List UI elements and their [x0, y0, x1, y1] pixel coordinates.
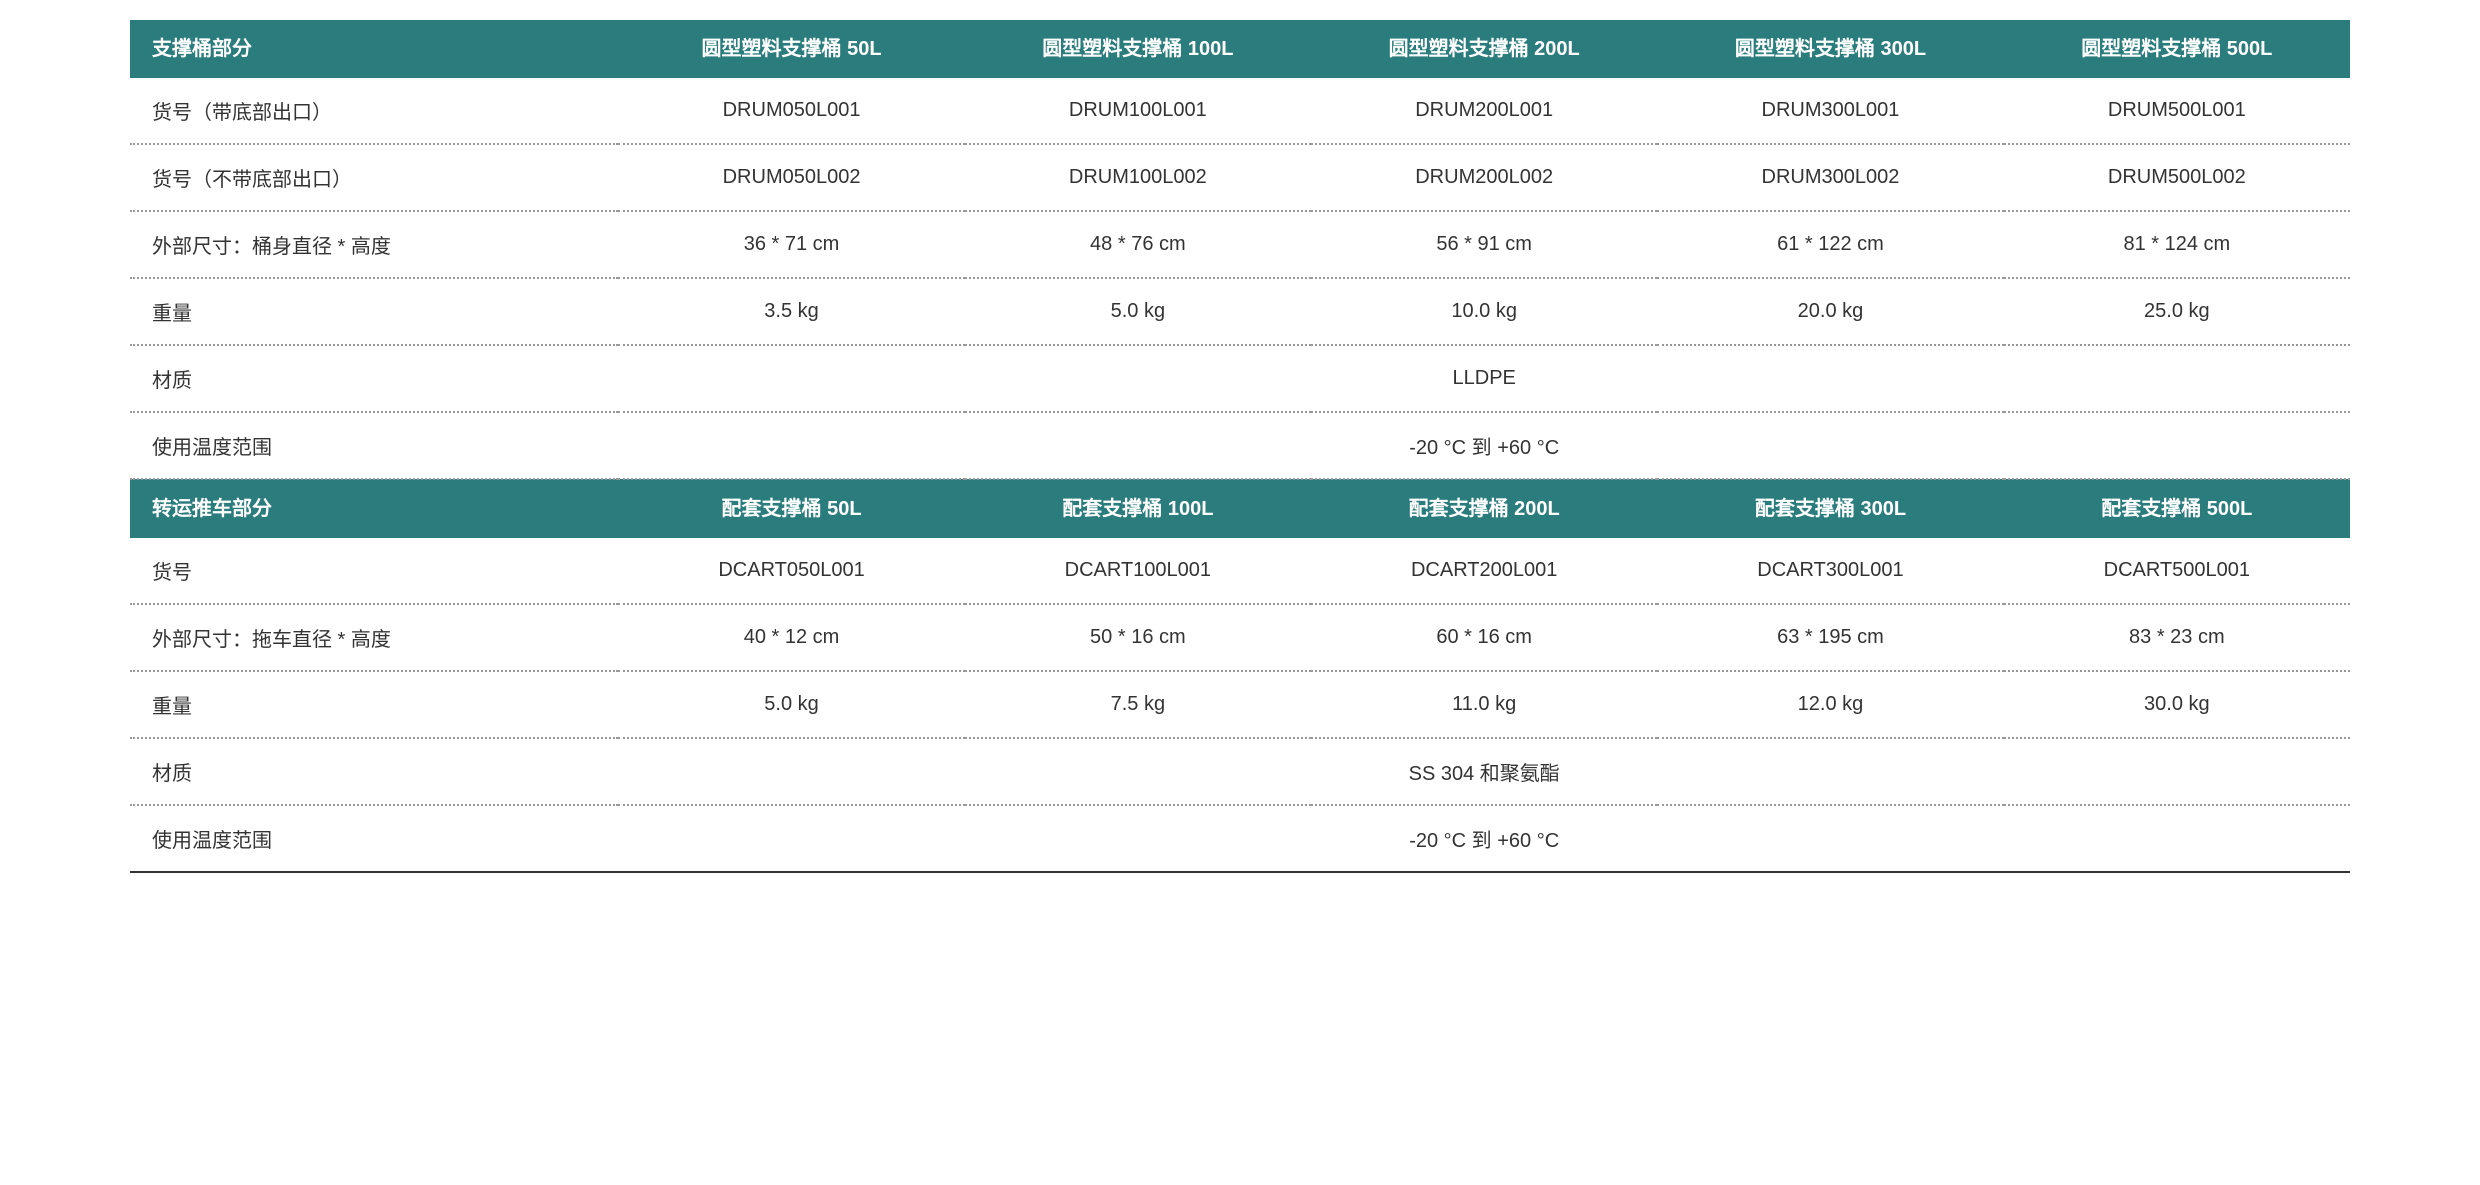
table-row: 重量 3.5 kg 5.0 kg 10.0 kg 20.0 kg 25.0 kg [130, 278, 2350, 345]
cell: 5.0 kg [618, 671, 964, 738]
cell: DRUM100L002 [965, 144, 1311, 211]
cell: 50 * 16 cm [965, 604, 1311, 671]
cell: DCART050L001 [618, 538, 964, 604]
cell: DRUM200L002 [1311, 144, 1657, 211]
cell: 36 * 71 cm [618, 211, 964, 278]
table2-header-1: 配套支撑桶 50L [618, 479, 964, 538]
table-row: 使用温度范围 -20 °C 到 +60 °C [130, 412, 2350, 479]
table2-header-3: 配套支撑桶 200L [1311, 479, 1657, 538]
cell: 30.0 kg [2004, 671, 2350, 738]
row-label: 材质 [130, 345, 618, 412]
cell: 7.5 kg [965, 671, 1311, 738]
cell: DRUM500L002 [2004, 144, 2350, 211]
table-row: 外部尺寸：桶身直径 * 高度 36 * 71 cm 48 * 76 cm 56 … [130, 211, 2350, 278]
cell: DRUM100L001 [965, 78, 1311, 144]
row-label: 货号（不带底部出口） [130, 144, 618, 211]
table2-header-5: 配套支撑桶 500L [2004, 479, 2350, 538]
cell: DCART200L001 [1311, 538, 1657, 604]
drum-spec-table: 支撑桶部分 圆型塑料支撑桶 50L 圆型塑料支撑桶 100L 圆型塑料支撑桶 2… [130, 20, 2350, 873]
table1-header-4: 圆型塑料支撑桶 300L [1657, 20, 2003, 78]
table-row: 货号（带底部出口） DRUM050L001 DRUM100L001 DRUM20… [130, 78, 2350, 144]
merged-cell: LLDPE [618, 345, 2350, 412]
row-label: 材质 [130, 738, 618, 805]
cell: 3.5 kg [618, 278, 964, 345]
merged-cell: SS 304 和聚氨酯 [618, 738, 2350, 805]
cell: 25.0 kg [2004, 278, 2350, 345]
cell: 48 * 76 cm [965, 211, 1311, 278]
cell: DRUM050L001 [618, 78, 964, 144]
table-row: 重量 5.0 kg 7.5 kg 11.0 kg 12.0 kg 30.0 kg [130, 671, 2350, 738]
table1-header-5: 圆型塑料支撑桶 500L [2004, 20, 2350, 78]
row-label: 使用温度范围 [130, 805, 618, 872]
table1-header-2: 圆型塑料支撑桶 100L [965, 20, 1311, 78]
table-row: 材质 SS 304 和聚氨酯 [130, 738, 2350, 805]
cell: 10.0 kg [1311, 278, 1657, 345]
cell: DCART100L001 [965, 538, 1311, 604]
cell: 61 * 122 cm [1657, 211, 2003, 278]
row-label: 货号（带底部出口） [130, 78, 618, 144]
cell: DRUM200L001 [1311, 78, 1657, 144]
cell: 60 * 16 cm [1311, 604, 1657, 671]
row-label: 货号 [130, 538, 618, 604]
cell: 83 * 23 cm [2004, 604, 2350, 671]
table2-header-row: 转运推车部分 配套支撑桶 50L 配套支撑桶 100L 配套支撑桶 200L 配… [130, 479, 2350, 538]
table-row: 使用温度范围 -20 °C 到 +60 °C [130, 805, 2350, 872]
cell: DRUM050L002 [618, 144, 964, 211]
cell: 56 * 91 cm [1311, 211, 1657, 278]
table-row: 材质 LLDPE [130, 345, 2350, 412]
table1-header-1: 圆型塑料支撑桶 50L [618, 20, 964, 78]
cell: 5.0 kg [965, 278, 1311, 345]
cell: 11.0 kg [1311, 671, 1657, 738]
row-label: 外部尺寸：拖车直径 * 高度 [130, 604, 618, 671]
table-row: 货号 DCART050L001 DCART100L001 DCART200L00… [130, 538, 2350, 604]
cell: DRUM300L001 [1657, 78, 2003, 144]
cell: DCART300L001 [1657, 538, 2003, 604]
cell: 12.0 kg [1657, 671, 2003, 738]
row-label: 重量 [130, 278, 618, 345]
table1-header-3: 圆型塑料支撑桶 200L [1311, 20, 1657, 78]
table2-header-2: 配套支撑桶 100L [965, 479, 1311, 538]
cell: 81 * 124 cm [2004, 211, 2350, 278]
table2-header-4: 配套支撑桶 300L [1657, 479, 2003, 538]
row-label: 使用温度范围 [130, 412, 618, 479]
cell: 63 * 195 cm [1657, 604, 2003, 671]
cell: 40 * 12 cm [618, 604, 964, 671]
merged-cell: -20 °C 到 +60 °C [618, 805, 2350, 872]
row-label: 外部尺寸：桶身直径 * 高度 [130, 211, 618, 278]
row-label: 重量 [130, 671, 618, 738]
table2-header-0: 转运推车部分 [130, 479, 618, 538]
cell: DRUM300L002 [1657, 144, 2003, 211]
cell: DRUM500L001 [2004, 78, 2350, 144]
table1-header-row: 支撑桶部分 圆型塑料支撑桶 50L 圆型塑料支撑桶 100L 圆型塑料支撑桶 2… [130, 20, 2350, 78]
cell: DCART500L001 [2004, 538, 2350, 604]
merged-cell: -20 °C 到 +60 °C [618, 412, 2350, 479]
table1-header-0: 支撑桶部分 [130, 20, 618, 78]
table-row: 货号（不带底部出口） DRUM050L002 DRUM100L002 DRUM2… [130, 144, 2350, 211]
cell: 20.0 kg [1657, 278, 2003, 345]
table-row: 外部尺寸：拖车直径 * 高度 40 * 12 cm 50 * 16 cm 60 … [130, 604, 2350, 671]
